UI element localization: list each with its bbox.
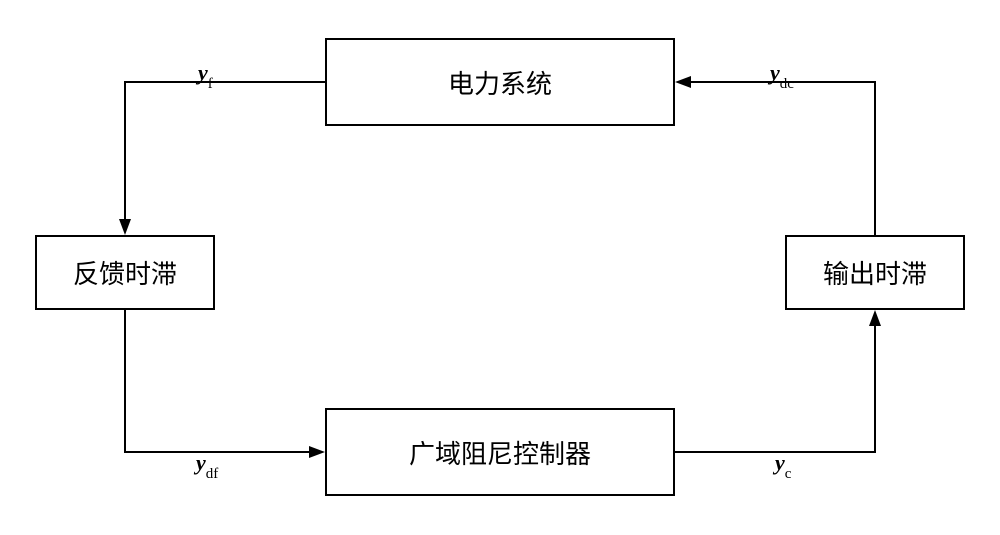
edge-label-ydf: ydf bbox=[196, 450, 218, 480]
node-label: 输出时滞 bbox=[823, 254, 927, 291]
node-label: 反馈时滞 bbox=[73, 254, 177, 291]
edge-label-yf: yf bbox=[198, 60, 213, 90]
node-label: 电力系统 bbox=[448, 64, 552, 101]
node-feedback-delay: 反馈时滞 bbox=[35, 235, 215, 310]
node-power-system: 电力系统 bbox=[325, 38, 675, 126]
edge-label-ydc: ydc bbox=[770, 60, 794, 90]
node-label: 广域阻尼控制器 bbox=[409, 434, 591, 471]
node-output-delay: 输出时滞 bbox=[785, 235, 965, 310]
node-controller: 广域阻尼控制器 bbox=[325, 408, 675, 496]
edge-label-yc: yc bbox=[775, 450, 791, 480]
